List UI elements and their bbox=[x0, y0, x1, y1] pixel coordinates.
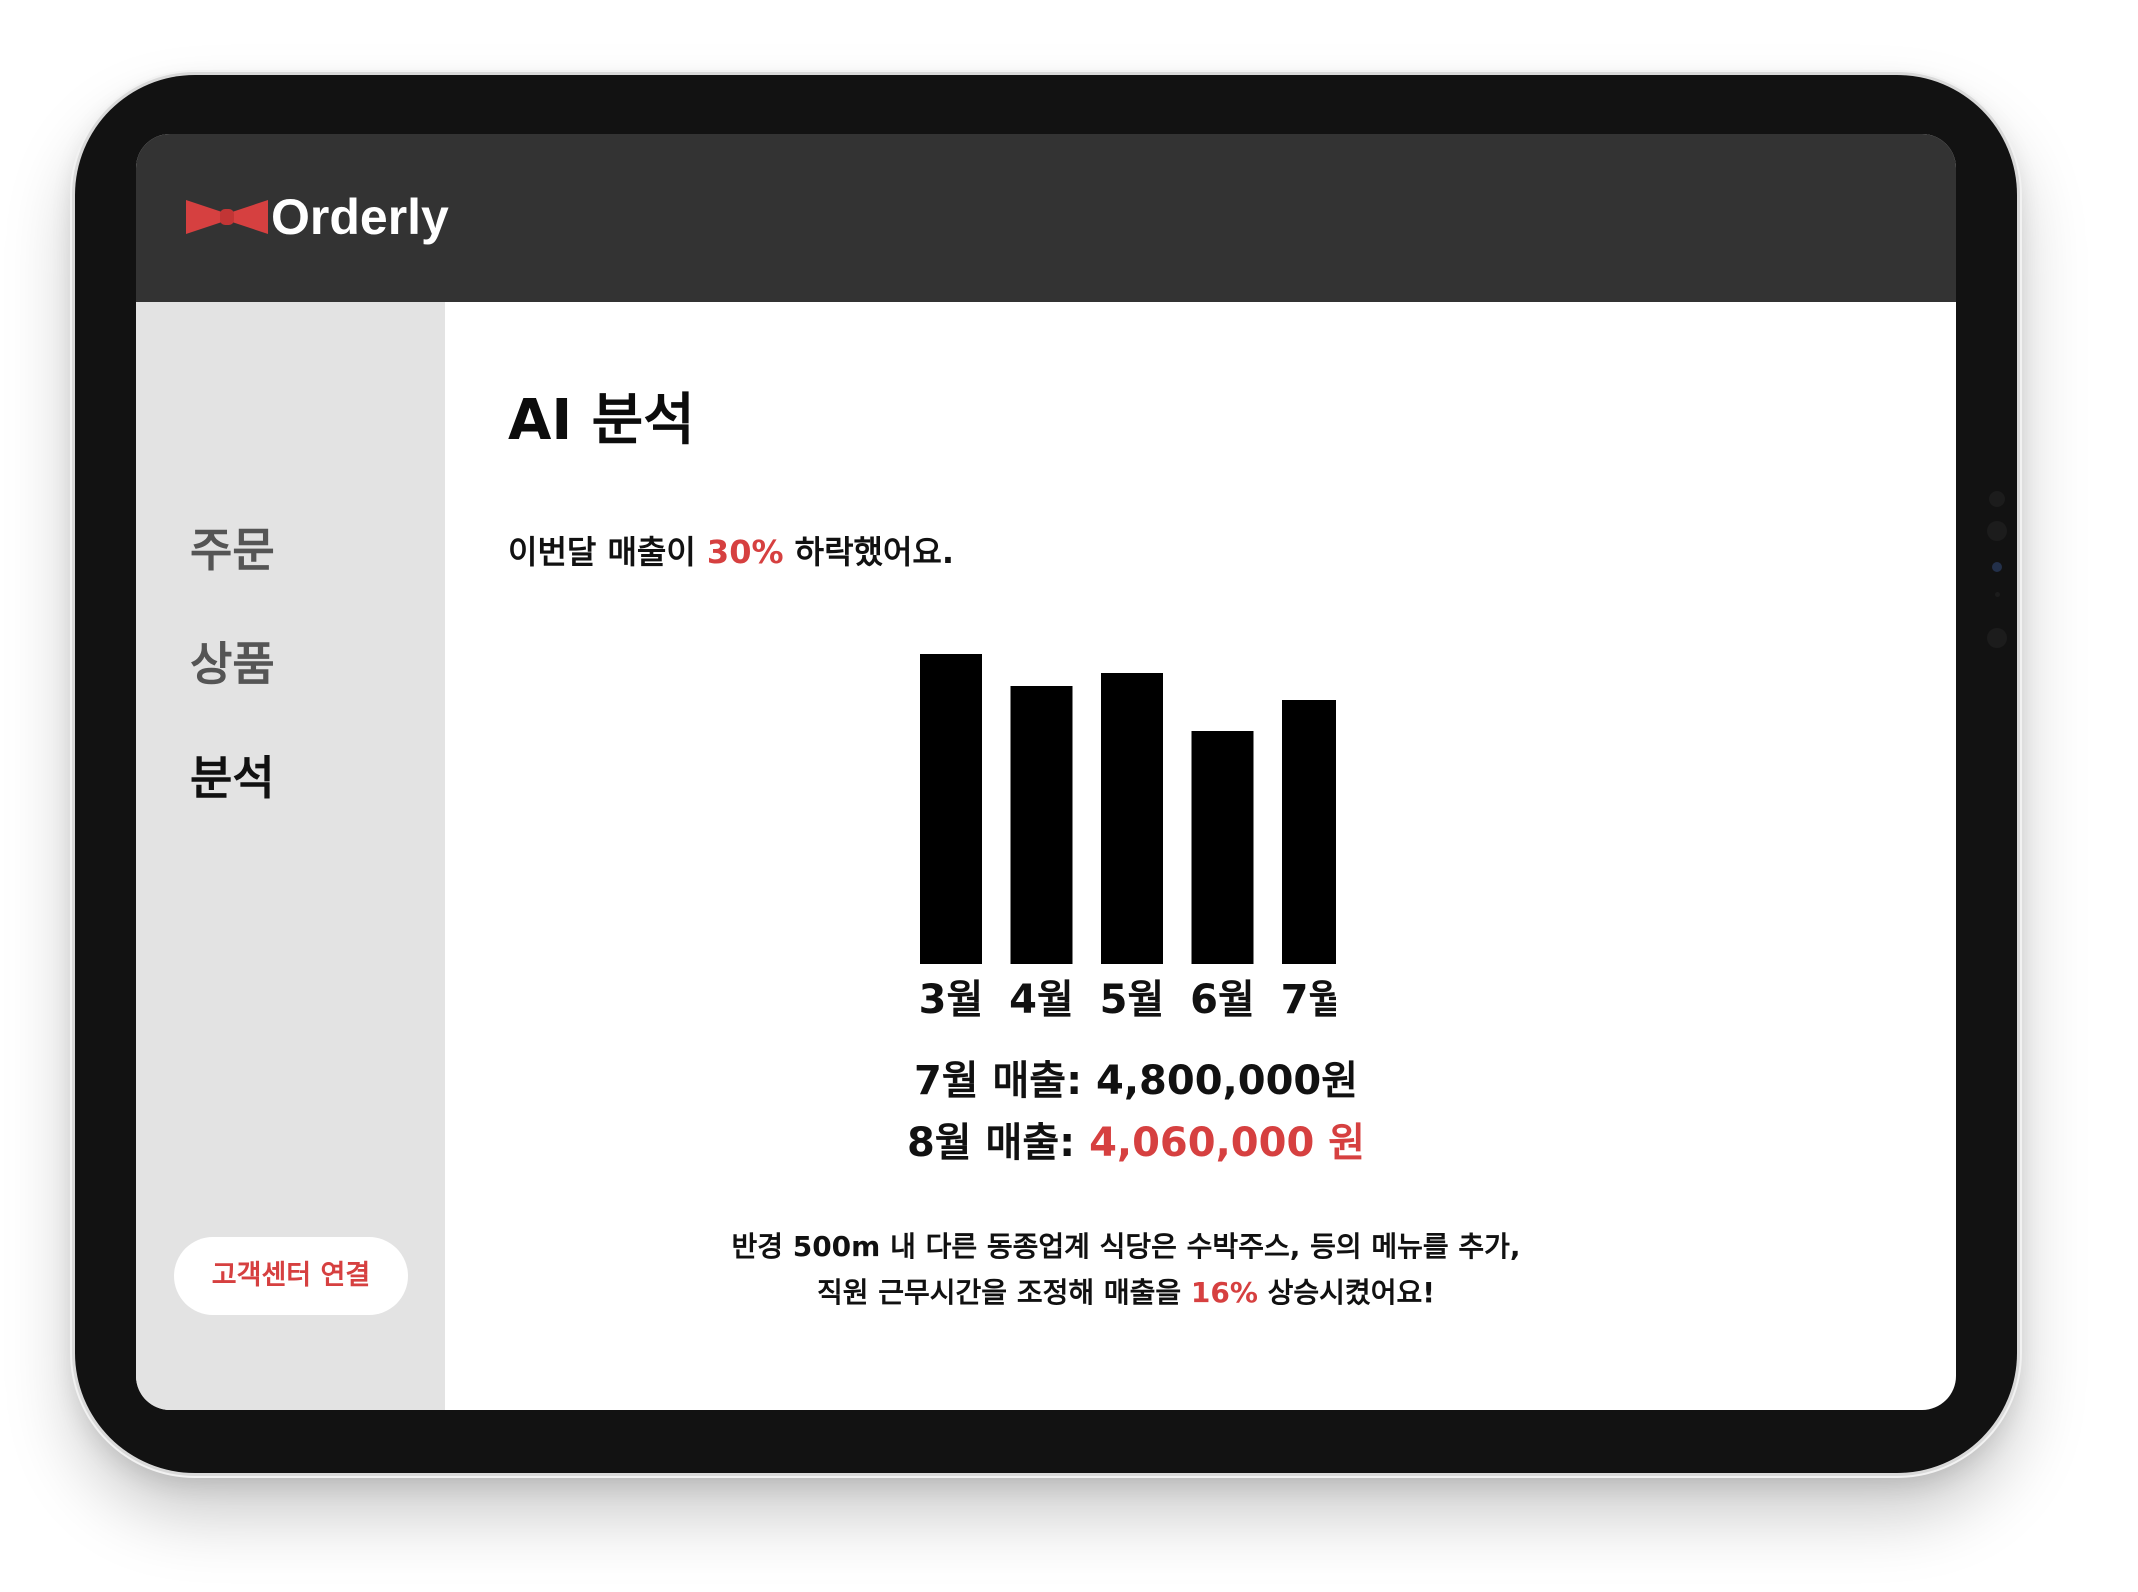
camera-sensor bbox=[1987, 521, 2007, 541]
note-line-2-percent: 16% bbox=[1190, 1276, 1258, 1309]
chart-x-label: 6월 bbox=[1190, 977, 1255, 1023]
chart-x-label: 4월 bbox=[1009, 977, 1074, 1023]
ambient-sensor bbox=[1995, 592, 2000, 597]
chart-x-label: 5월 bbox=[1100, 977, 1165, 1023]
camera-sensor bbox=[1987, 628, 2007, 648]
july-sales: 7월 매출: 4,800,000원 bbox=[836, 1056, 1436, 1106]
july-sales-label: 7월 매출: bbox=[913, 1058, 1097, 1104]
august-sales: 8월 매출: 4,060,000 원 bbox=[836, 1118, 1436, 1168]
chart-x-label: 3월 bbox=[919, 977, 984, 1023]
august-sales-label: 8월 매출: bbox=[906, 1120, 1090, 1166]
headline-prefix: 이번달 매출이 bbox=[508, 533, 707, 571]
headline-suffix: 하락했어요. bbox=[783, 533, 955, 571]
top-bar: Orderly bbox=[136, 134, 1956, 302]
monthly-sales-chart: 3월4월5월6월7월8월 bbox=[919, 654, 1336, 1023]
chart-bar-5 bbox=[1282, 700, 1336, 964]
headline-percent: 30% bbox=[706, 533, 784, 571]
sidebar-item-analytics[interactable]: 분석 bbox=[190, 751, 275, 805]
page-title: AI 분석 bbox=[508, 388, 695, 453]
app-logo-text: Orderly bbox=[271, 189, 449, 245]
note-line-2-suffix: 상승시켰어요! bbox=[1257, 1276, 1435, 1309]
note-line-2-prefix: 직원 근무시간을 조정해 매출을 bbox=[817, 1276, 1191, 1309]
camera-lens bbox=[1992, 562, 2002, 572]
sidebar: 주문 상품 분석 고객센터 연결 bbox=[136, 302, 445, 1410]
chart-bar-2 bbox=[1010, 686, 1073, 964]
tablet-frame: Orderly 주문 상품 분석 고객센터 연결 AI 분석 이번달 매출이 3… bbox=[75, 75, 2017, 1473]
chart-bar-3 bbox=[1101, 673, 1163, 964]
august-sales-value: 4,060,000 원 bbox=[1089, 1120, 1366, 1166]
chart-x-label: 7월 bbox=[1281, 977, 1336, 1023]
competitor-note-line-2: 직원 근무시간을 조정해 매출을 16% 상승시켰어요! bbox=[696, 1275, 1556, 1311]
camera-sensor bbox=[1989, 491, 2005, 507]
chart-bar-4 bbox=[1191, 731, 1254, 964]
july-sales-value: 4,800,000원 bbox=[1096, 1058, 1359, 1104]
app-screen: Orderly 주문 상품 분석 고객센터 연결 AI 분석 이번달 매출이 3… bbox=[136, 134, 1956, 1410]
sidebar-item-orders[interactable]: 주문 bbox=[190, 523, 275, 577]
sales-headline: 이번달 매출이 30% 하락했어요. bbox=[508, 532, 954, 572]
competitor-note-line-1: 반경 500m 내 다른 동종업계 식당은 수박주스, 등의 메뉴를 추가, bbox=[731, 1230, 1521, 1263]
sidebar-item-products[interactable]: 상품 bbox=[190, 637, 275, 691]
customer-support-button[interactable]: 고객센터 연결 bbox=[174, 1237, 408, 1315]
bowtie-icon bbox=[186, 200, 268, 234]
chart-bar-1 bbox=[920, 654, 982, 964]
